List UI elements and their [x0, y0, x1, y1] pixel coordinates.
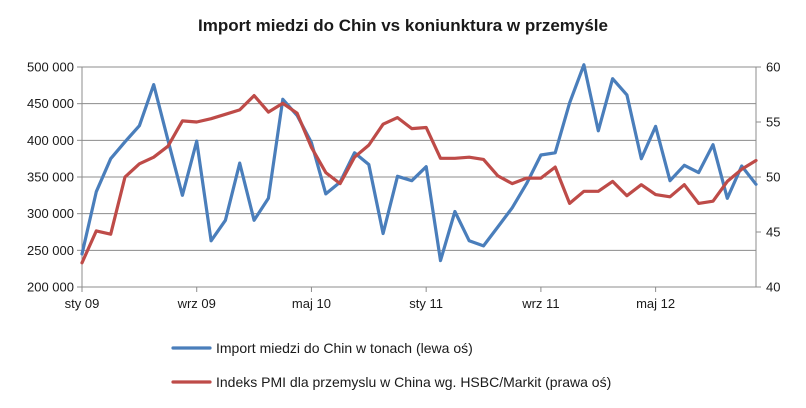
y-right-tick-label: 55 — [766, 115, 780, 130]
y-left-tick-label: 200 000 — [27, 280, 74, 295]
series-line-pmi — [80, 93, 758, 265]
y-left-tick-label: 500 000 — [27, 60, 74, 75]
axes: 200 000 250 000 300 000 350 000 400 000 450 0… — [27, 60, 780, 312]
x-tick-label: wrz 11 — [521, 296, 559, 311]
legend: Import miedzi do Chin w tonach (lewa oś)… — [171, 340, 611, 390]
series-line-copper-import — [80, 63, 758, 263]
y-left-tick-label: 300 000 — [27, 206, 74, 221]
x-tick-label: maj 12 — [636, 296, 675, 311]
legend-label: Indeks PMI dla przemyslu w China wg. HSB… — [216, 374, 611, 390]
chart-title: Import miedzi do Chin vs koniunktura w p… — [198, 16, 608, 35]
series-lines — [80, 63, 758, 265]
y-right-tick-label: 45 — [766, 225, 780, 240]
x-tick-label: maj 10 — [292, 296, 331, 311]
y-right-tick-label: 60 — [766, 60, 780, 75]
y-right-tick-label: 40 — [766, 280, 780, 295]
legend-label: Import miedzi do Chin w tonach (lewa oś) — [216, 340, 473, 356]
y-left-tick-label: 450 000 — [27, 96, 74, 111]
gridlines — [82, 66, 756, 288]
x-tick-label: wrz 09 — [177, 296, 216, 311]
y-left-tick-label: 400 000 — [27, 133, 74, 148]
y-left-tick-label: 250 000 — [27, 243, 74, 258]
x-tick-label: sty 11 — [409, 296, 443, 311]
x-tick-label: sty 09 — [65, 296, 100, 311]
y-right-tick-label: 50 — [766, 170, 780, 185]
y-left-tick-label: 350 000 — [27, 170, 74, 185]
